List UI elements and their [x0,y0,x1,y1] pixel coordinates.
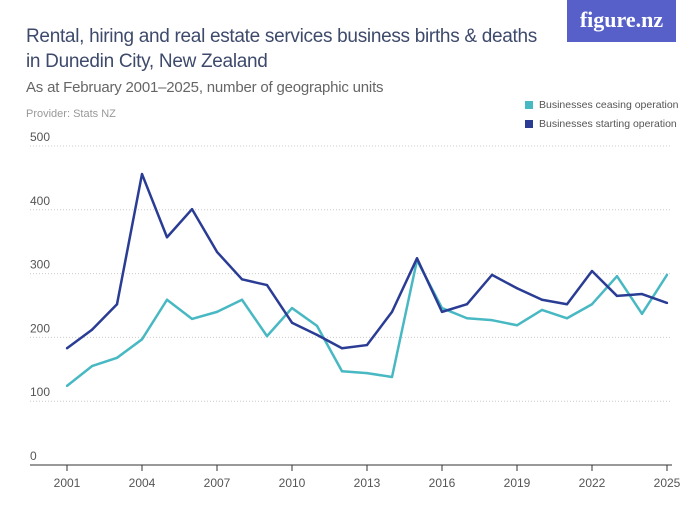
figure-nz-logo[interactable]: figure.nz [567,0,676,42]
data-point [465,317,469,320]
data-point [465,303,469,306]
data-point [440,310,444,314]
data-point [90,364,94,368]
data-point [640,312,644,315]
data-point [615,274,619,278]
legend-swatch-starting [525,119,533,128]
x-tick-label: 2001 [54,476,81,490]
data-point [215,250,219,254]
data-point [240,278,244,281]
data-point [615,294,619,298]
data-point [315,324,319,328]
data-point [290,321,294,324]
legend-label: Businesses starting operation [539,117,677,130]
data-point [515,287,519,290]
data-point [190,207,194,211]
data-point [265,283,269,287]
data-point [640,292,644,296]
data-point [215,310,219,314]
data-point [140,338,144,341]
data-point [65,384,69,388]
data-point [140,172,144,176]
data-point [665,273,669,277]
data-point [540,308,544,312]
data-point [340,370,344,373]
data-point [240,298,244,301]
y-tick-label: 100 [30,385,50,399]
data-point [165,298,169,301]
legend: Businesses ceasing operation Businesses … [525,95,679,133]
x-tick-label: 2010 [279,476,306,490]
y-tick-label: 500 [30,130,50,144]
data-point [565,317,569,320]
data-point [390,310,394,314]
series-line-ceasing [66,258,669,387]
data-point [490,273,494,277]
x-tick-label: 2019 [504,476,531,490]
legend-swatch-ceasing [525,100,533,109]
x-tick-label: 2007 [204,476,231,490]
data-point [290,306,294,310]
x-tick-label: 2022 [579,476,606,490]
data-point [665,301,669,305]
data-point [365,371,369,375]
x-tick-label: 2016 [429,476,456,490]
legend-label: Businesses ceasing operation [539,98,679,111]
data-point [515,324,519,327]
legend-item-starting: Businesses starting operation [525,114,679,133]
data-point [90,328,94,331]
chart-title: Rental, hiring and real estate services … [26,26,537,72]
y-tick-label: 0 [30,449,37,463]
provider-label: Provider: Stats NZ [26,108,116,120]
y-tick-label: 400 [30,194,50,208]
data-point [490,318,494,322]
data-point [340,347,344,350]
series-line-starting [66,172,668,350]
data-point [65,347,69,350]
data-point [190,317,194,321]
data-point [590,269,594,273]
x-tick-label: 2025 [654,476,681,490]
data-point [115,356,119,360]
x-tick-label: 2004 [129,476,156,490]
data-point [540,298,544,301]
x-tick-label: 2013 [354,476,381,490]
data-point [265,334,269,338]
data-point [115,303,119,306]
data-point [390,375,394,379]
data-point [415,257,419,260]
data-point [315,333,319,337]
legend-item-ceasing: Businesses ceasing operation [525,95,679,114]
y-tick-label: 300 [30,258,50,272]
chart-subtitle: As at February 2001–2025, number of geog… [26,79,384,96]
data-point [165,236,169,239]
data-point [590,303,594,306]
y-tick-label: 200 [30,321,50,335]
data-point [365,343,369,347]
data-point [565,303,569,306]
